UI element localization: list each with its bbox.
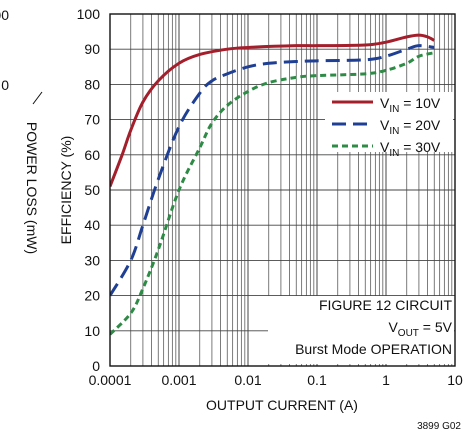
annotation-background [268, 296, 454, 364]
y2-tick-label-upper: 00 [0, 7, 9, 23]
y-tick-label: 50 [84, 182, 100, 198]
series-line-vin-20v [110, 44, 435, 297]
x-tick-label: 0.0001 [89, 372, 132, 388]
data-series [110, 33, 435, 336]
y-tick-label: 70 [84, 112, 100, 128]
legend: VIN = 10V VIN = 20V VIN = 30V [325, 92, 453, 159]
y-tick-label: 90 [84, 41, 100, 57]
y2-axis-tick-mark [32, 91, 43, 105]
y2-tick-label-lower: 0 [1, 77, 9, 93]
y-tick-label: 60 [84, 147, 100, 163]
y-tick-label: 20 [84, 288, 100, 304]
x-axis-label: OUTPUT CURRENT (A) [206, 397, 358, 413]
annotation-vout-v: V [388, 319, 398, 335]
legend-label-vin-20v: VIN = 20V [380, 117, 441, 137]
x-tick-labels: 0.0001 0.001 0.01 0.1 1 10 [89, 372, 463, 388]
x-tick-label: 0.1 [307, 372, 327, 388]
annotation-vout-subscript: OUT [398, 328, 419, 339]
y-tick-label: 80 [84, 76, 100, 92]
y-tick-label: 40 [84, 217, 100, 233]
series-line-vin-30v [110, 51, 435, 336]
figure-id: 3899 G02 [417, 421, 461, 432]
y-tick-label: 30 [84, 252, 100, 268]
legend-label-vin-30v: VIN = 30V [380, 139, 441, 159]
x-tick-label: 10 [447, 372, 463, 388]
annotation-box: FIGURE 12 CIRCUIT VOUT = 5V Burst Mode O… [268, 296, 454, 364]
x-tick-label: 1 [382, 372, 390, 388]
annotation-line-2: VOUT = 5V [388, 319, 452, 339]
legend-label-vin-10v: VIN = 10V [380, 95, 441, 115]
y-tick-label: 100 [77, 6, 101, 22]
x-tick-label: 0.001 [161, 372, 196, 388]
y-tick-labels: 0 10 20 30 40 50 60 70 80 90 100 [77, 6, 101, 374]
y-axis-label: EFFICIENCY (%) [58, 136, 74, 245]
plot-frame [109, 13, 456, 367]
x-tick-label: 0.01 [234, 372, 261, 388]
annotation-line-3: Burst Mode OPERATION [295, 341, 452, 357]
series-line-vin-10v [110, 33, 435, 188]
annotation-line-1: FIGURE 12 CIRCUIT [319, 297, 452, 313]
y-tick-label: 10 [84, 323, 100, 339]
annotation-vout-value: = 5V [419, 319, 453, 335]
y-tick-label: 0 [92, 358, 100, 374]
y2-axis-label: POWER LOSS (mW) [24, 122, 40, 254]
